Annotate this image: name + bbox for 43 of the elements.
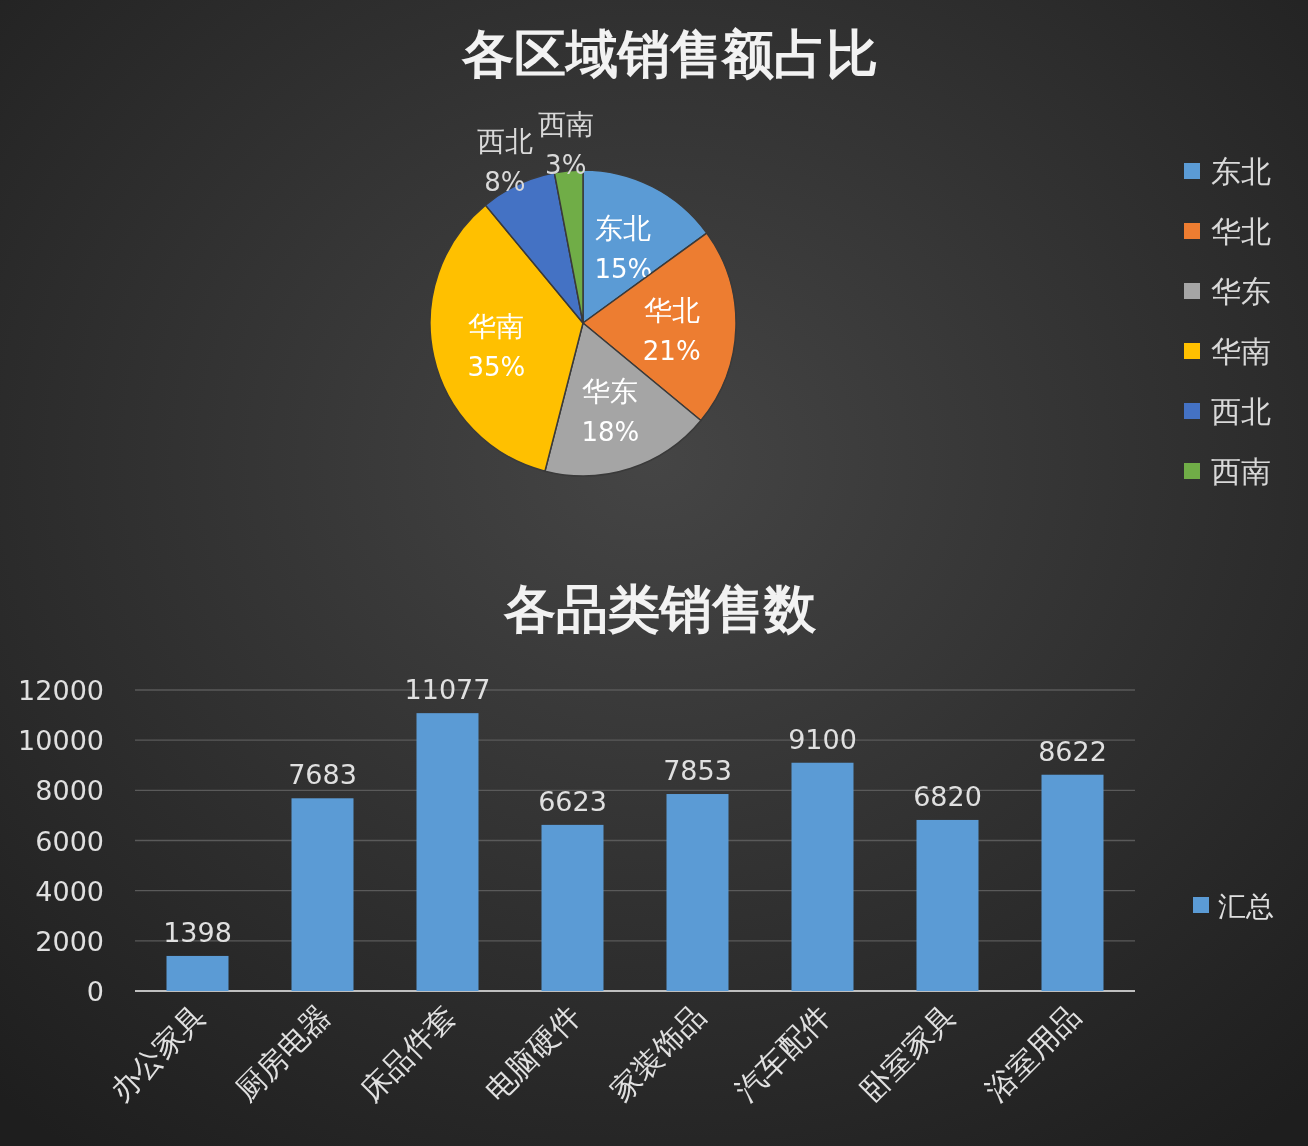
- data-label: 8622: [1038, 735, 1107, 767]
- x-tick-label: 床品件套: [352, 998, 463, 1108]
- x-tick-label: 汽车配件: [727, 998, 838, 1108]
- data-label: 15%: [594, 253, 653, 284]
- data-label: 6623: [538, 785, 607, 817]
- legend-label: 华南: [1211, 334, 1271, 369]
- data-label: 7683: [288, 759, 357, 791]
- y-tick-label: 2000: [35, 925, 104, 957]
- y-tick-label: 8000: [35, 775, 104, 807]
- legend-label: 西南: [1211, 454, 1271, 489]
- data-label: 18%: [581, 417, 640, 448]
- x-tick-label: 电脑硬件: [477, 998, 588, 1108]
- y-tick-label: 6000: [35, 825, 104, 857]
- legend-label: 西北: [1211, 394, 1271, 429]
- slice-label: 西南: [537, 108, 594, 142]
- data-label: 9100: [788, 723, 857, 755]
- chart-title: 各品类销售数: [503, 579, 817, 639]
- x-tick-label: 家装饰品: [602, 998, 713, 1108]
- data-label: 6820: [913, 780, 982, 812]
- y-tick-label: 12000: [18, 675, 104, 706]
- legend-label: 华北: [1211, 214, 1271, 249]
- legend-label: 华东: [1211, 274, 1271, 309]
- x-tick-label: 办公家具: [102, 998, 213, 1108]
- y-tick-label: 0: [86, 976, 104, 1007]
- slice-label: 西北: [476, 124, 533, 158]
- x-tick-label: 厨房电器: [227, 998, 338, 1108]
- slice-label: 华南: [468, 310, 525, 344]
- data-label: 35%: [467, 352, 526, 383]
- x-tick-label: 浴室用品: [977, 998, 1088, 1108]
- data-label: 7853: [663, 755, 732, 787]
- data-label: 8%: [484, 166, 526, 197]
- legend-label: 汇总: [1218, 890, 1274, 923]
- y-tick-label: 10000: [18, 725, 104, 757]
- data-label: 3%: [545, 150, 587, 181]
- y-tick-label: 4000: [35, 875, 104, 907]
- data-label: 21%: [642, 335, 701, 366]
- chart-title: 各区域销售额占比: [461, 24, 878, 84]
- slice-label: 华北: [643, 293, 700, 327]
- data-label: 11077: [404, 674, 491, 706]
- slice-label: 东北: [595, 211, 652, 245]
- slice-label: 华东: [582, 375, 639, 409]
- data-label: 1398: [163, 916, 232, 948]
- x-tick-label: 卧室家具: [852, 998, 963, 1108]
